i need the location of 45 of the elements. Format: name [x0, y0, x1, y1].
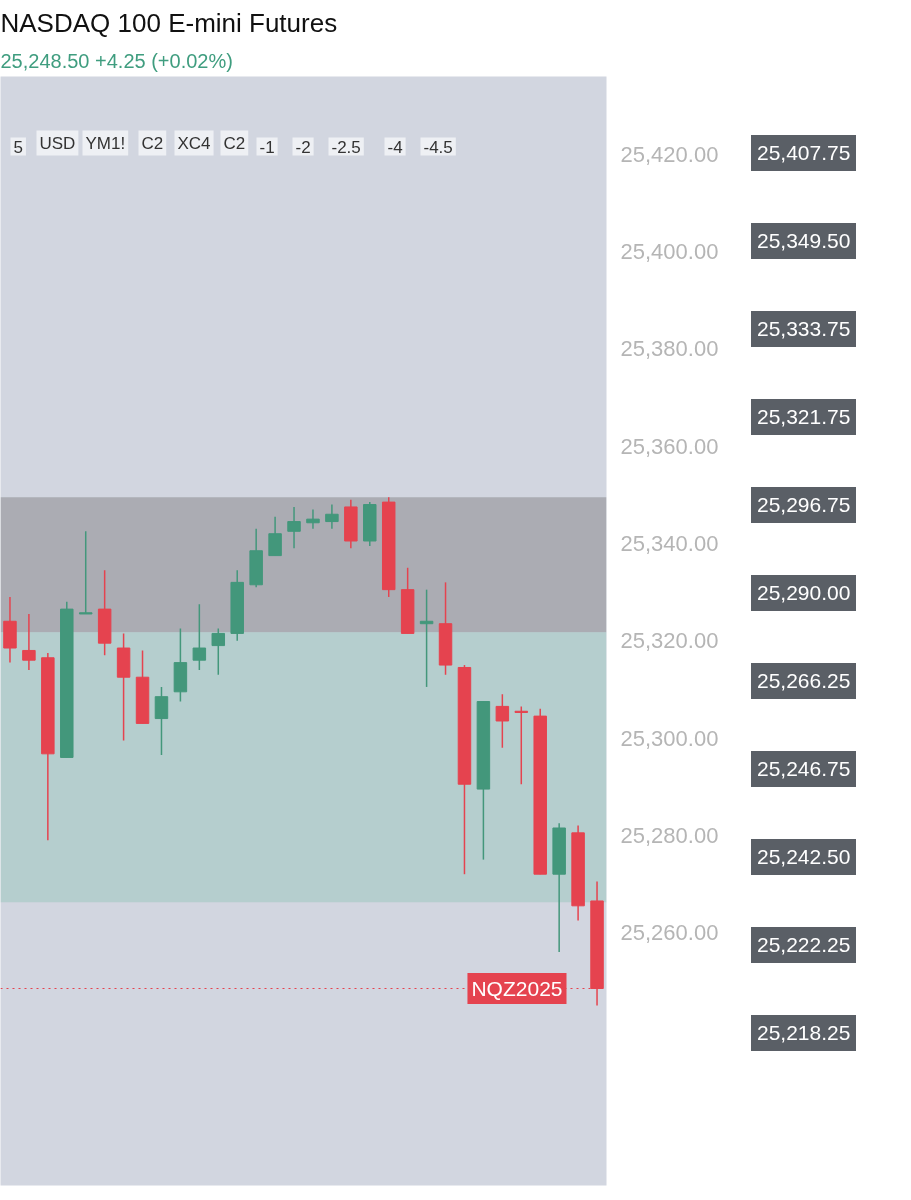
candlestick — [192, 603, 207, 671]
annotation: C2 — [223, 133, 246, 153]
y-tick-label: 25,420.00 — [620, 141, 719, 167]
candlestick — [495, 693, 510, 749]
text: 25,242.50 — [751, 839, 857, 875]
y-tick-label: 25,360.00 — [620, 433, 719, 459]
y-tick-label: 25,260.00 — [620, 920, 719, 946]
annotation: -2.5 — [331, 137, 361, 157]
text: 25,246.75 — [751, 751, 857, 787]
annotation: -4 — [387, 137, 403, 157]
y-tick-label: 25,300.00 — [620, 725, 719, 751]
text: 25,222.25 — [751, 927, 857, 963]
annotation: USD — [39, 133, 76, 153]
chart-subtitle: 25,248.50 +4.25 (+0.02%) — [0, 49, 233, 72]
y-tick-label: 25,380.00 — [620, 336, 719, 362]
y-tick-label: 25,400.00 — [620, 239, 719, 265]
candlestick — [325, 503, 339, 530]
text: 25,218.25 — [751, 1015, 857, 1051]
text: 25,296.75 — [751, 487, 857, 523]
annotation: -2 — [295, 137, 311, 157]
chart-title: NASDAQ 100 E-mini Futures — [0, 7, 338, 38]
annotation: YM1! — [85, 133, 126, 153]
annotation: C2 — [141, 133, 164, 153]
annotation: XC4 — [177, 133, 211, 153]
candlestick — [268, 515, 282, 557]
candlestick — [514, 705, 529, 785]
ref-line-label: NQZ2025 — [471, 977, 563, 1001]
candlestick — [154, 686, 169, 756]
text: 25,349.50 — [751, 223, 857, 259]
y-tick-label: 25,280.00 — [620, 822, 719, 848]
candlestick — [211, 627, 226, 676]
text: 25,333.75 — [751, 311, 857, 347]
text: 25,321.75 — [751, 399, 857, 435]
candlestick — [287, 506, 301, 550]
candlestick — [22, 613, 36, 671]
annotation: -4.5 — [423, 137, 453, 157]
text: 25,290.00 — [751, 575, 857, 611]
annotation: -1 — [259, 137, 275, 157]
candlestick — [78, 530, 93, 615]
text: 25,407.75 — [751, 135, 857, 171]
candlestick — [306, 508, 320, 530]
y-tick-label: 25,340.00 — [620, 530, 719, 556]
annotation: 5 — [13, 137, 23, 157]
y-tick-label: 25,320.00 — [620, 628, 719, 654]
text: 25,266.25 — [751, 663, 857, 699]
